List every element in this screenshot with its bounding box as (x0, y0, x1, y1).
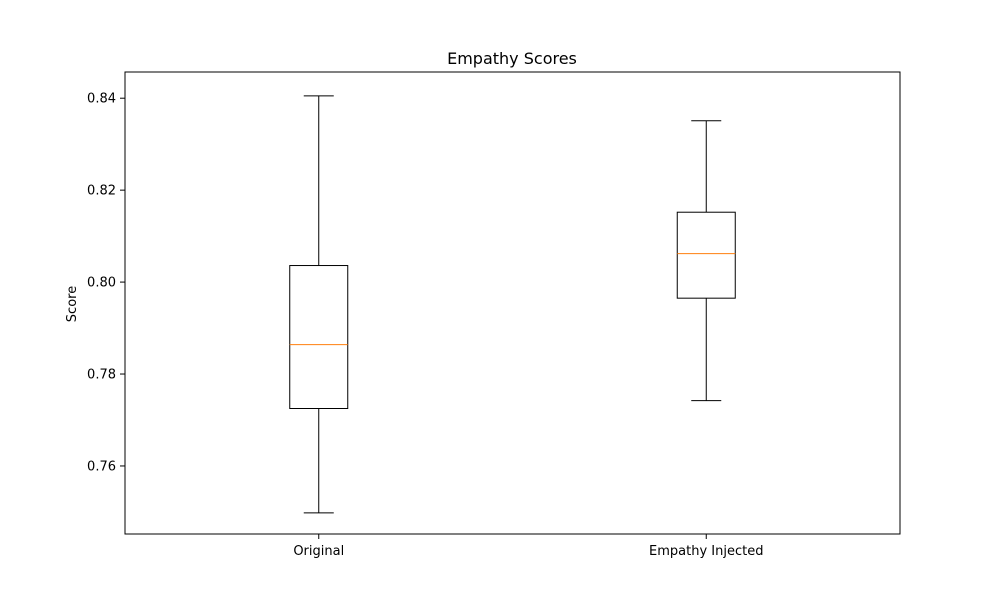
y-tick-label: 0.82 (87, 184, 116, 199)
y-tick-label: 0.80 (87, 276, 116, 291)
iqr-box (676, 211, 736, 299)
x-tick-label: Empathy Injected (649, 544, 763, 559)
y-axis-ticks: 0.76 0.78 0.80 0.82 0.84 (87, 92, 125, 474)
box-empathy-injected (676, 120, 736, 402)
y-tick-label: 0.78 (87, 368, 116, 383)
box-original (289, 95, 349, 514)
y-tick-label: 0.84 (87, 92, 116, 107)
y-tick-label: 0.76 (87, 459, 116, 474)
box-plot-series (289, 95, 736, 514)
chart-title: Empathy Scores (447, 49, 577, 68)
plot-area-frame (124, 71, 901, 535)
iqr-box (289, 265, 349, 410)
x-axis-ticks: Original Empathy Injected (293, 534, 763, 559)
y-axis-label: Score (65, 286, 80, 322)
x-tick-label: Original (293, 544, 344, 559)
